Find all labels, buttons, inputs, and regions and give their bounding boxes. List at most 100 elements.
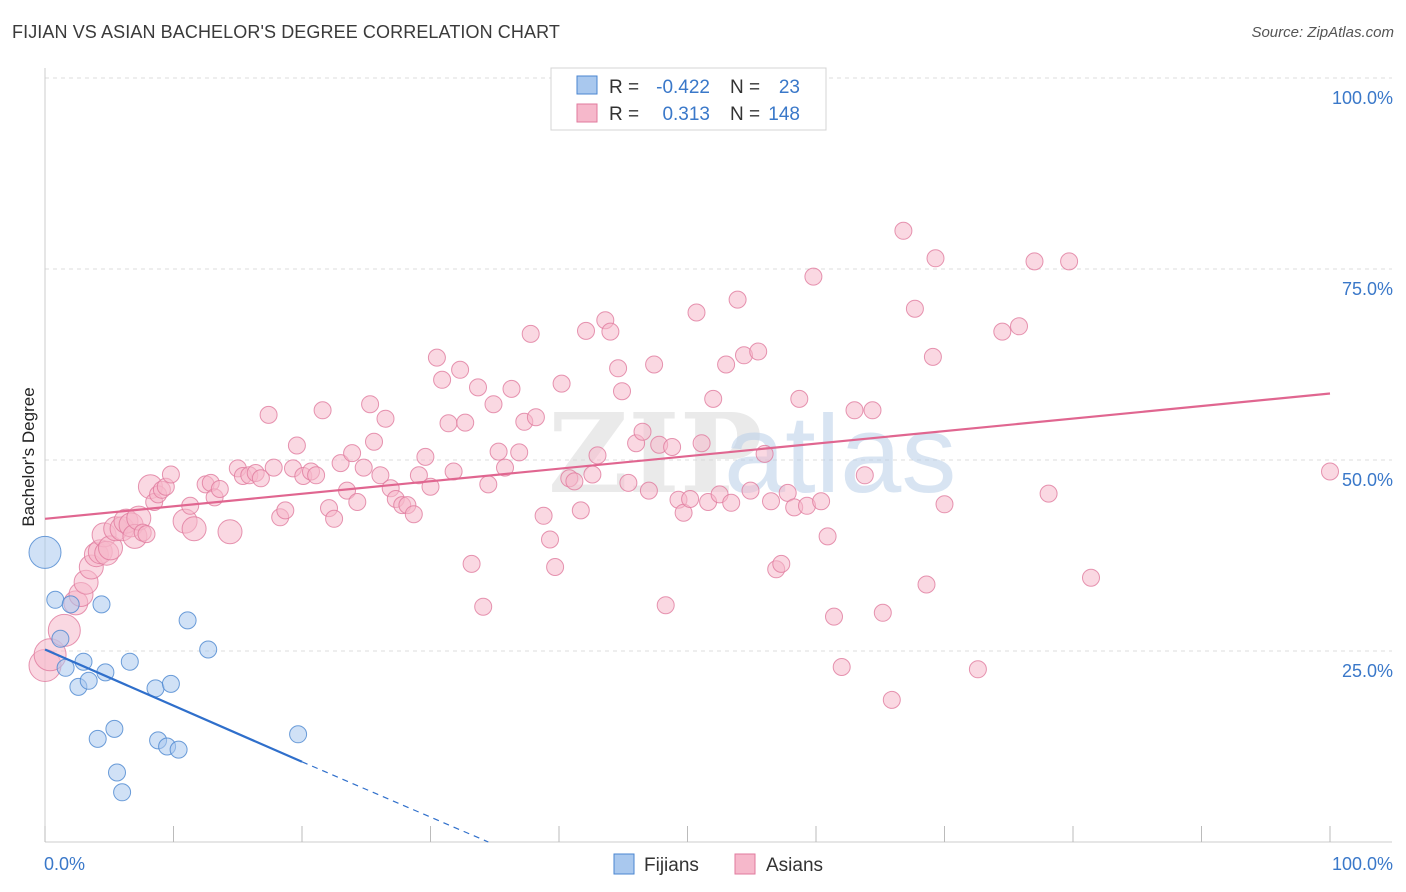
asian-point bbox=[462, 554, 481, 573]
fijians-n-label: N = bbox=[730, 77, 760, 98]
y-tick-label-75: 75.0% bbox=[1342, 279, 1393, 299]
asian-point bbox=[552, 374, 571, 393]
asian-point bbox=[534, 506, 553, 525]
asian-point bbox=[469, 378, 487, 397]
asian-point bbox=[251, 469, 270, 488]
fijians-r-value: -0.422 bbox=[656, 77, 710, 98]
asian-point bbox=[565, 472, 584, 491]
asians-n-label: N = bbox=[730, 104, 760, 125]
asian-point bbox=[804, 267, 823, 286]
asian-point bbox=[704, 389, 723, 408]
asian-point bbox=[541, 530, 559, 549]
asian-point bbox=[376, 409, 395, 428]
asian-point bbox=[526, 408, 545, 427]
fijian-point bbox=[199, 640, 218, 659]
asian-point bbox=[313, 401, 332, 420]
asian-point bbox=[917, 575, 936, 594]
asian-point bbox=[772, 554, 791, 573]
legend-asians-swatch bbox=[734, 853, 756, 875]
asian-point bbox=[762, 492, 780, 511]
fijian-point bbox=[74, 652, 93, 671]
asian-point bbox=[348, 493, 367, 511]
asian-point bbox=[451, 360, 470, 379]
asian-point bbox=[645, 355, 664, 374]
x-ticks bbox=[44, 826, 1331, 842]
asian-point bbox=[639, 481, 658, 500]
asian-point bbox=[1025, 252, 1044, 271]
fijian-point bbox=[28, 535, 62, 569]
asian-point bbox=[546, 558, 565, 576]
asian-point bbox=[479, 475, 498, 494]
asian-point bbox=[365, 432, 383, 451]
fijians-trend-extension bbox=[301, 761, 489, 843]
asian-point bbox=[968, 660, 987, 679]
asian-point bbox=[882, 690, 901, 709]
asian-point bbox=[1060, 252, 1079, 271]
asian-point bbox=[832, 658, 851, 676]
asian-point bbox=[409, 466, 428, 485]
asian-point bbox=[601, 322, 620, 341]
asians-trend-line bbox=[44, 392, 1331, 520]
asian-point bbox=[287, 436, 306, 455]
asian-point bbox=[371, 466, 390, 485]
stats-legend: R = -0.422 N = 23 R = 0.313 N = 148 bbox=[550, 67, 827, 131]
fijians-series bbox=[28, 535, 308, 802]
asian-point bbox=[609, 359, 628, 378]
asian-point bbox=[343, 444, 362, 463]
fijian-point bbox=[105, 719, 124, 738]
asian-point bbox=[855, 466, 874, 485]
fijian-point bbox=[92, 595, 111, 614]
fijian-point bbox=[113, 783, 132, 802]
asian-point bbox=[416, 447, 435, 466]
fijian-point bbox=[161, 674, 180, 693]
asian-point bbox=[264, 458, 283, 477]
asian-point bbox=[923, 347, 942, 366]
fijian-point bbox=[79, 671, 98, 690]
asian-point bbox=[259, 405, 278, 424]
y-tick-label-25: 25.0% bbox=[1342, 661, 1393, 681]
asian-point bbox=[484, 395, 503, 414]
asian-point bbox=[427, 348, 446, 367]
asian-point bbox=[633, 422, 652, 441]
asian-point bbox=[571, 501, 590, 520]
asian-point bbox=[588, 446, 607, 465]
asian-point bbox=[905, 299, 924, 318]
asian-point bbox=[873, 603, 892, 622]
asian-point bbox=[845, 401, 864, 420]
asian-point bbox=[790, 389, 809, 408]
fijians-n-value: 23 bbox=[779, 77, 800, 98]
asians-r-value: 0.313 bbox=[662, 104, 710, 125]
asian-point bbox=[331, 454, 350, 473]
asian-point bbox=[181, 516, 207, 542]
asian-point bbox=[818, 527, 837, 546]
asian-point bbox=[510, 443, 529, 462]
asian-point bbox=[489, 442, 508, 461]
asian-point bbox=[681, 490, 700, 508]
asian-point bbox=[619, 473, 638, 492]
asian-point bbox=[583, 465, 602, 484]
series-legend: Fijians Asians bbox=[613, 853, 823, 876]
fijian-point bbox=[289, 725, 308, 744]
asian-point bbox=[728, 290, 747, 309]
fijian-point bbox=[120, 652, 139, 671]
fijian-point bbox=[51, 629, 70, 648]
asians-series bbox=[28, 221, 1339, 709]
asian-point bbox=[217, 519, 243, 545]
asian-point bbox=[613, 382, 631, 401]
stats-legend-fijians-swatch bbox=[576, 75, 598, 95]
fijians-trend-line bbox=[44, 648, 303, 763]
fijian-point bbox=[108, 763, 126, 782]
asians-r-label: R = bbox=[609, 104, 639, 125]
asian-point bbox=[717, 355, 736, 374]
asian-point bbox=[502, 379, 521, 398]
asian-point bbox=[741, 481, 760, 500]
asians-n-value: 148 bbox=[768, 104, 800, 125]
asian-point bbox=[307, 466, 326, 485]
y-tick-labels: 100.0% 75.0% 50.0% 25.0% bbox=[1332, 88, 1393, 681]
y-tick-label-100: 100.0% bbox=[1332, 88, 1393, 108]
asian-point bbox=[687, 303, 706, 322]
asian-point bbox=[354, 458, 373, 477]
asian-point bbox=[161, 465, 180, 484]
asian-point bbox=[521, 324, 540, 343]
asian-point bbox=[276, 501, 295, 520]
